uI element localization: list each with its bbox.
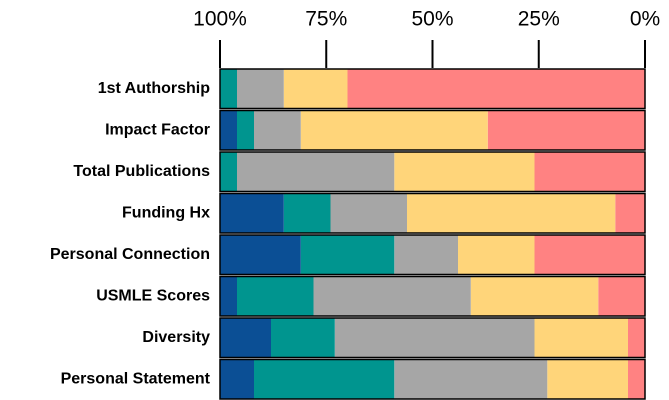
bar-segment: [615, 193, 645, 233]
x-tick-label: 100%: [193, 8, 247, 31]
category-label: USMLE Scores: [96, 287, 210, 304]
category-label: Funding Hx: [122, 204, 210, 221]
bar-outline: [219, 109, 646, 151]
bar-segment: [254, 110, 301, 150]
bar-segment: [220, 276, 237, 316]
bar-segment: [534, 152, 645, 192]
category-label: 1st Authorship: [98, 80, 211, 97]
category-label: Personal Statement: [61, 370, 211, 387]
bar-outline: [219, 275, 646, 317]
bar-segment: [220, 69, 237, 109]
bar-segment: [237, 110, 254, 150]
bar-segment: [347, 69, 645, 109]
bar-segment: [254, 359, 395, 399]
bar-segment: [313, 276, 471, 316]
x-tick-label: 25%: [518, 8, 560, 31]
category-label: Diversity: [142, 329, 210, 346]
bar-segment: [220, 110, 237, 150]
bar-segment: [283, 193, 331, 233]
bar-segment: [220, 152, 237, 192]
category-label: Impact Factor: [105, 121, 210, 138]
bar-segment: [300, 110, 488, 150]
bar-segment: [220, 193, 284, 233]
bar-outline: [219, 317, 646, 359]
bar-segment: [470, 276, 599, 316]
bar-segment: [598, 276, 645, 316]
bar-outline: [219, 151, 646, 193]
bar-segment: [458, 235, 535, 275]
bar-segment: [237, 152, 395, 192]
bar-segment: [394, 359, 548, 399]
bar-segment: [334, 318, 535, 358]
x-tick-label: 50%: [411, 8, 453, 31]
bar-segment: [283, 69, 348, 109]
bar-segment: [407, 193, 616, 233]
x-tick-label: 0%: [630, 8, 660, 31]
bar-segment: [487, 110, 645, 150]
bar-outline: [219, 192, 646, 234]
bar-segment: [271, 318, 335, 358]
bar-segment: [534, 235, 645, 275]
bar-segment: [220, 359, 254, 399]
bar-segment: [628, 359, 645, 399]
category-label: Personal Connection: [50, 246, 210, 263]
bar-segment: [547, 359, 628, 399]
bar-segment: [220, 318, 271, 358]
bar-segment: [237, 69, 284, 109]
bar-segment: [237, 276, 314, 316]
bar-outline: [219, 358, 646, 400]
bar-segment: [628, 318, 645, 358]
category-label: Total Publications: [73, 163, 210, 180]
bar-outline: [219, 68, 646, 110]
bar-segment: [394, 235, 458, 275]
x-tick-label: 75%: [305, 8, 347, 31]
bar-outline: [219, 234, 646, 276]
bar-segment: [330, 193, 407, 233]
bar-segment: [220, 235, 301, 275]
bar-segment: [534, 318, 628, 358]
bar-segment: [394, 152, 535, 192]
bar-segment: [300, 235, 395, 275]
